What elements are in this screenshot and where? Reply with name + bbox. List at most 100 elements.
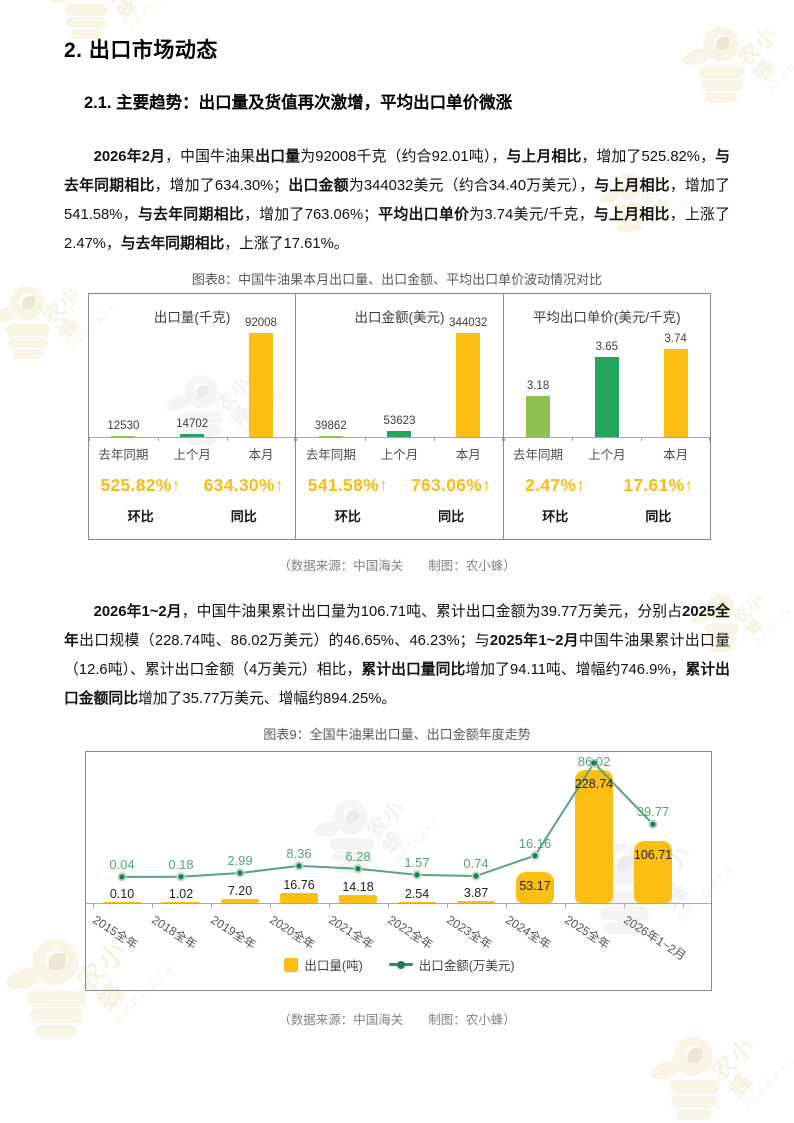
year-bar (221, 898, 259, 903)
text-run-bold: 2026年2月 (93, 149, 166, 165)
figure9-source-note: （数据来源：中国海关 制图：农小蜂） (278, 1013, 516, 1027)
bar-value-label: 106.71 (633, 848, 673, 862)
line-marker (235, 868, 245, 878)
axis-tick (151, 904, 153, 908)
year-bar (103, 902, 141, 903)
axis-tick (296, 437, 298, 441)
category-label: 上个月 (588, 448, 626, 462)
axis-tick (365, 437, 367, 441)
bar-value-label: 14702 (176, 417, 209, 430)
bar-value-label: 12530 (107, 420, 140, 432)
bar-value-label: 3.74 (664, 333, 687, 345)
bar-value-label: 3.65 (595, 340, 618, 353)
bee-icon (648, 1034, 729, 1121)
bar-value-label: 0.10 (109, 887, 135, 901)
compare-label: 同比 (645, 509, 672, 524)
line-value-label: 0.04 (109, 856, 135, 872)
line-value-label: 8.36 (286, 845, 312, 861)
bar-1 (180, 433, 205, 437)
bar-2 (248, 333, 273, 437)
bee-part (648, 1057, 685, 1083)
bar-value-label: 228.74 (574, 777, 614, 791)
text-run: 为3.74美元/千克， (469, 207, 594, 223)
mom-change-value: 525.82%↑ (100, 474, 181, 495)
bee-part (669, 1080, 720, 1095)
line-value-label: 1.57 (404, 854, 430, 870)
category-label: 本月 (248, 448, 274, 462)
bar-value-label: 92008 (244, 317, 277, 329)
text-run: ，增加了763.06%； (244, 207, 378, 223)
axis-tick (623, 904, 625, 908)
x-axis-label: 2025全年 (562, 912, 613, 953)
axis-tick (89, 437, 90, 441)
category-label: 去年同期 (98, 448, 149, 462)
line-value-label: 86.02 (577, 754, 611, 769)
panel-axis: 去年同期 上个月 本月 (89, 437, 296, 464)
axis-tick (157, 437, 159, 441)
compare-label: 同比 (230, 509, 257, 524)
bar-2 (663, 349, 688, 437)
compare-label: 环比 (334, 509, 361, 524)
axis-tick (269, 904, 271, 908)
panel-compare-row: 环比 同比 (89, 506, 295, 525)
year-bar (339, 894, 377, 903)
panel-subtitle: 出口量(千克) (153, 310, 231, 325)
bar-value-label: 1.02 (168, 887, 194, 901)
line-marker (412, 870, 422, 880)
bar-value-label: 7.20 (227, 883, 253, 898)
axis-tick (501, 437, 503, 441)
line-value-label: 16.16 (518, 835, 552, 851)
text-run: 增加了94.11吨、增幅约746.9%， (465, 662, 686, 678)
year-bar (457, 900, 495, 903)
subsection-heading: 2.1. 主要趋势：出口量及货值再次激增，平均出口单价微涨 (84, 94, 513, 112)
text-run: ，增加了541.58%， (64, 178, 730, 223)
watermark-brand-en: BEEDATA (741, 1053, 794, 1111)
text-run-bold: 与上月相比 (506, 149, 582, 165)
text-run-bold: 累计出口量同比 (361, 662, 466, 678)
axis-tick (294, 437, 296, 441)
figure8-panel-2: 平均出口单价(美元/千克) 3.18 3.65 3.74 去年同期 上个月 本月 2.47%↑… (502, 294, 710, 539)
x-axis-label: 2018全年 (149, 912, 200, 953)
bar-0 (318, 435, 343, 437)
panel-change-row: 2.47%↑ 17.61%↑ (504, 464, 710, 506)
category-label: 本月 (663, 448, 689, 462)
figure8-panel-0: 出口量(千克) 12530 14702 92008 去年同期 上个月 本月 525.82%↑ 6… (89, 294, 296, 539)
mom-change-value: 541.58%↑ (307, 474, 389, 495)
bar-value-label: 2.54 (404, 886, 430, 901)
chart-legend: 出口量(吨) 出口金额(万美元) (86, 955, 711, 974)
bar-0 (111, 436, 136, 437)
compare-label: 同比 (438, 509, 465, 524)
bar-value-label: 14.18 (342, 879, 374, 894)
text-run-bold: 出口量 (255, 149, 301, 165)
x-axis-label: 2024全年 (503, 912, 554, 953)
year-bar (398, 901, 436, 903)
bar-2 (456, 333, 481, 437)
figure9-chart: 0.10 1.02 7.20 16.76 14.18 2.54 3.87 53.17 228.7… (85, 751, 712, 991)
x-axis-label: 2023全年 (444, 912, 495, 953)
section-heading: 2. 出口市场动态 (64, 39, 218, 62)
axis-tick (387, 904, 389, 908)
paragraph-monthly-summary: 2026年2月，中国牛油果出口量为92008千克（约合92.01吨），与上月相比… (64, 143, 730, 259)
text-run-bold: 累计出口金额同比 (64, 662, 730, 707)
panel-axis: 去年同期 上个月 本月 (296, 437, 503, 464)
bar-1 (594, 356, 619, 437)
text-run: 中国牛油果累计出口量（12.6吨）、累计出口金额（4万美元）相比， (64, 633, 730, 678)
compare-label: 环比 (542, 509, 569, 524)
text-run: ，上涨了17.61%。 (224, 236, 349, 252)
text-run: ，中国牛油果累计出口量为106.71吨、累计出口金额为39.77万美元，分别占 (181, 604, 683, 620)
panel-plot-area: 39862 53623 344032 (296, 317, 502, 437)
bar-value-label: 344032 (449, 317, 488, 329)
panel-subtitle: 出口金额(美元) (354, 310, 445, 325)
axis-tick (433, 437, 435, 441)
legend-item-bar: 出口量(吨) (284, 955, 363, 974)
line-marker (589, 758, 599, 768)
axis-tick (708, 437, 710, 441)
panel-plot-area: 3.18 3.65 3.74 (504, 327, 710, 437)
axis-tick (226, 437, 228, 441)
bar-value-label: 53.17 (519, 879, 551, 894)
bar-1 (387, 431, 412, 437)
x-axis-label: 2021全年 (326, 912, 377, 953)
panel-axis: 去年同期 上个月 本月 (503, 437, 710, 464)
bee-part (683, 1044, 703, 1064)
